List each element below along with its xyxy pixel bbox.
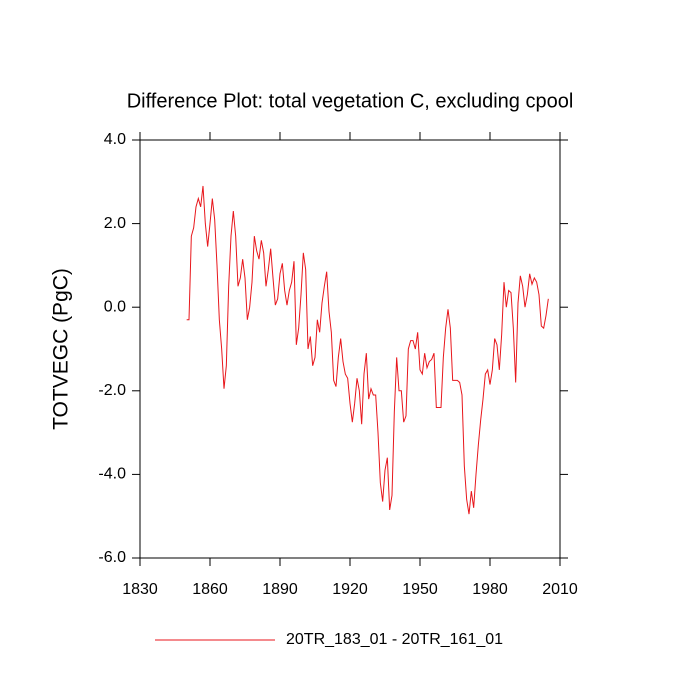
y-tick-label: -6.0 [98, 549, 126, 566]
chart-title: Difference Plot: total vegetation C, exc… [127, 90, 574, 112]
x-tick-label: 1950 [402, 581, 438, 598]
y-tick-label: 4.0 [104, 131, 126, 148]
y-axis-label: TOTVEGC (PgC) [50, 268, 73, 430]
y-tick-label: 0.0 [104, 298, 126, 315]
x-tick-label: 2010 [542, 581, 578, 598]
x-tick-label: 1860 [192, 581, 228, 598]
y-tick-label: -2.0 [98, 382, 126, 399]
x-tick-label: 1920 [332, 581, 368, 598]
y-tick-label: -4.0 [98, 466, 126, 483]
data-line [186, 185, 549, 515]
legend-label: 20TR_183_01 - 20TR_161_01 [286, 631, 503, 648]
y-tick-label: 2.0 [104, 215, 126, 232]
x-tick-label: 1980 [472, 581, 508, 598]
x-tick-label: 1830 [122, 581, 158, 598]
x-tick-label: 1890 [262, 581, 298, 598]
